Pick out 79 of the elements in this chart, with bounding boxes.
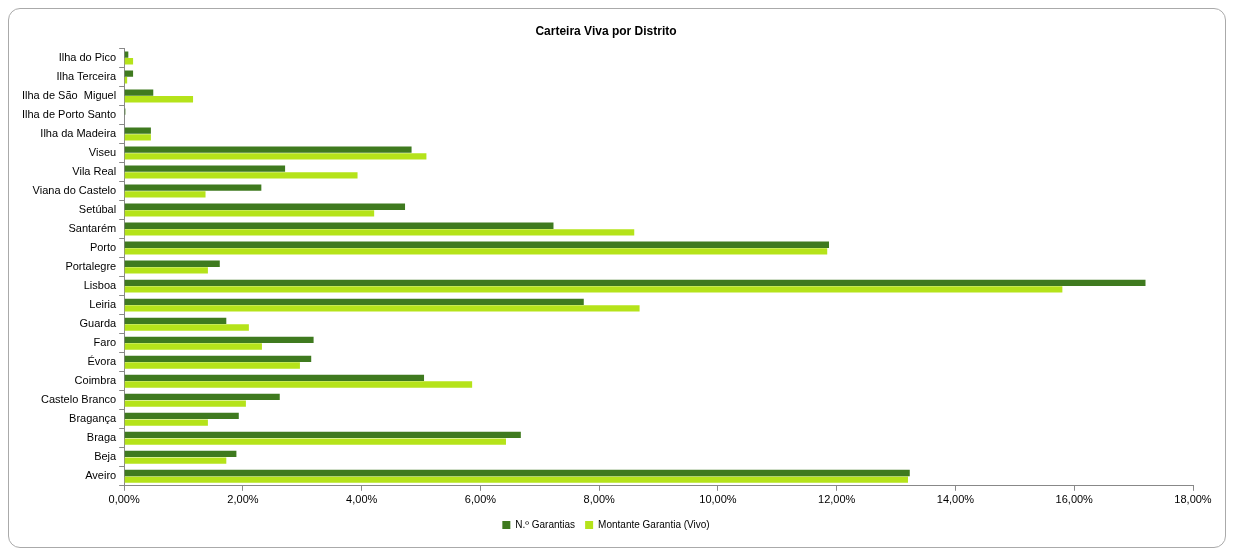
x-tick-label: 0,00%	[108, 493, 140, 506]
y-tick-label: Bragança	[69, 412, 118, 425]
bar	[124, 89, 154, 96]
bar	[124, 450, 237, 458]
bar	[124, 260, 220, 267]
bar	[124, 317, 227, 324]
y-tick-label: Beja	[94, 450, 118, 463]
bar	[124, 438, 506, 445]
x-tick-label: 10,00%	[699, 493, 737, 506]
y-tick-label: Castelo Branco	[40, 393, 117, 406]
bar	[124, 153, 427, 160]
bar	[124, 241, 830, 248]
y-tick-label: Aveiro	[85, 469, 117, 482]
y-tick-label: Ilha da Madeira	[40, 127, 118, 140]
bar	[124, 210, 375, 217]
bar	[124, 400, 246, 407]
bar	[124, 412, 239, 420]
bar	[124, 191, 206, 198]
x-tick-label: 12,00%	[818, 493, 856, 506]
bar	[124, 324, 249, 331]
bar	[124, 172, 358, 179]
bar	[124, 127, 151, 134]
y-tick-label: Viana do Castelo	[32, 184, 117, 197]
bar	[124, 355, 312, 363]
x-tick-label: 14,00%	[936, 493, 975, 506]
bar	[124, 146, 412, 153]
y-tick-label: Porto	[89, 241, 117, 254]
y-tick-label: Viseu	[88, 146, 117, 159]
y-tick-label: Leiria	[89, 298, 118, 311]
legend-label: Montante Garantia (Vivo)	[598, 518, 710, 530]
bar	[124, 336, 314, 343]
y-tick-label: Coimbra	[74, 374, 118, 387]
bar	[124, 248, 828, 255]
x-tick-label: 4,00%	[346, 493, 378, 506]
bar	[124, 476, 908, 483]
bar	[124, 96, 194, 103]
bar	[124, 279, 1146, 286]
bar	[124, 267, 208, 274]
bar	[124, 184, 262, 191]
y-tick-label: Braga	[86, 431, 118, 444]
bar	[124, 457, 227, 464]
bar	[124, 70, 134, 77]
bar	[124, 165, 286, 172]
bar	[124, 134, 151, 141]
bar	[124, 343, 262, 350]
y-tick-label: Santarém	[68, 222, 117, 235]
bar	[124, 381, 473, 388]
legend-label: N.º Garantias	[515, 518, 576, 530]
y-tick-label: Guarda	[79, 317, 118, 330]
bar	[124, 58, 134, 65]
x-tick-label: 6,00%	[464, 493, 497, 506]
x-tick-label: 16,00%	[1055, 493, 1094, 506]
bar	[124, 393, 280, 401]
bar	[124, 229, 635, 236]
bar	[124, 431, 521, 439]
x-tick-label: 18,00%	[1174, 493, 1212, 506]
y-tick-label: Ilha de São Miguel	[22, 88, 117, 101]
bar	[124, 298, 584, 305]
y-tick-label: Ilha Terceira	[56, 69, 118, 82]
y-tick-label: Ilha do Pico	[58, 50, 117, 63]
y-tick-label: Faro	[93, 336, 117, 349]
chart-title: Carteira Viva por Distrito	[535, 23, 677, 38]
x-tick-label: 8,00%	[583, 493, 616, 506]
y-tick-label: Portalegre	[65, 260, 117, 273]
y-tick-label: Setúbal	[78, 203, 117, 216]
bar	[124, 374, 425, 382]
y-tick-label: Ilha de Porto Santo	[21, 107, 117, 120]
bar	[124, 222, 554, 229]
y-tick-label: Évora	[87, 355, 118, 368]
bar	[124, 305, 640, 312]
bar	[124, 419, 208, 426]
x-tick-label: 2,00%	[227, 493, 259, 506]
bar	[124, 469, 910, 477]
bar	[124, 286, 1063, 293]
bar	[124, 203, 406, 210]
y-tick-label: Lisboa	[83, 279, 118, 292]
bar	[124, 362, 300, 369]
bar	[124, 51, 129, 58]
y-tick-label: Vila Real	[72, 165, 117, 178]
